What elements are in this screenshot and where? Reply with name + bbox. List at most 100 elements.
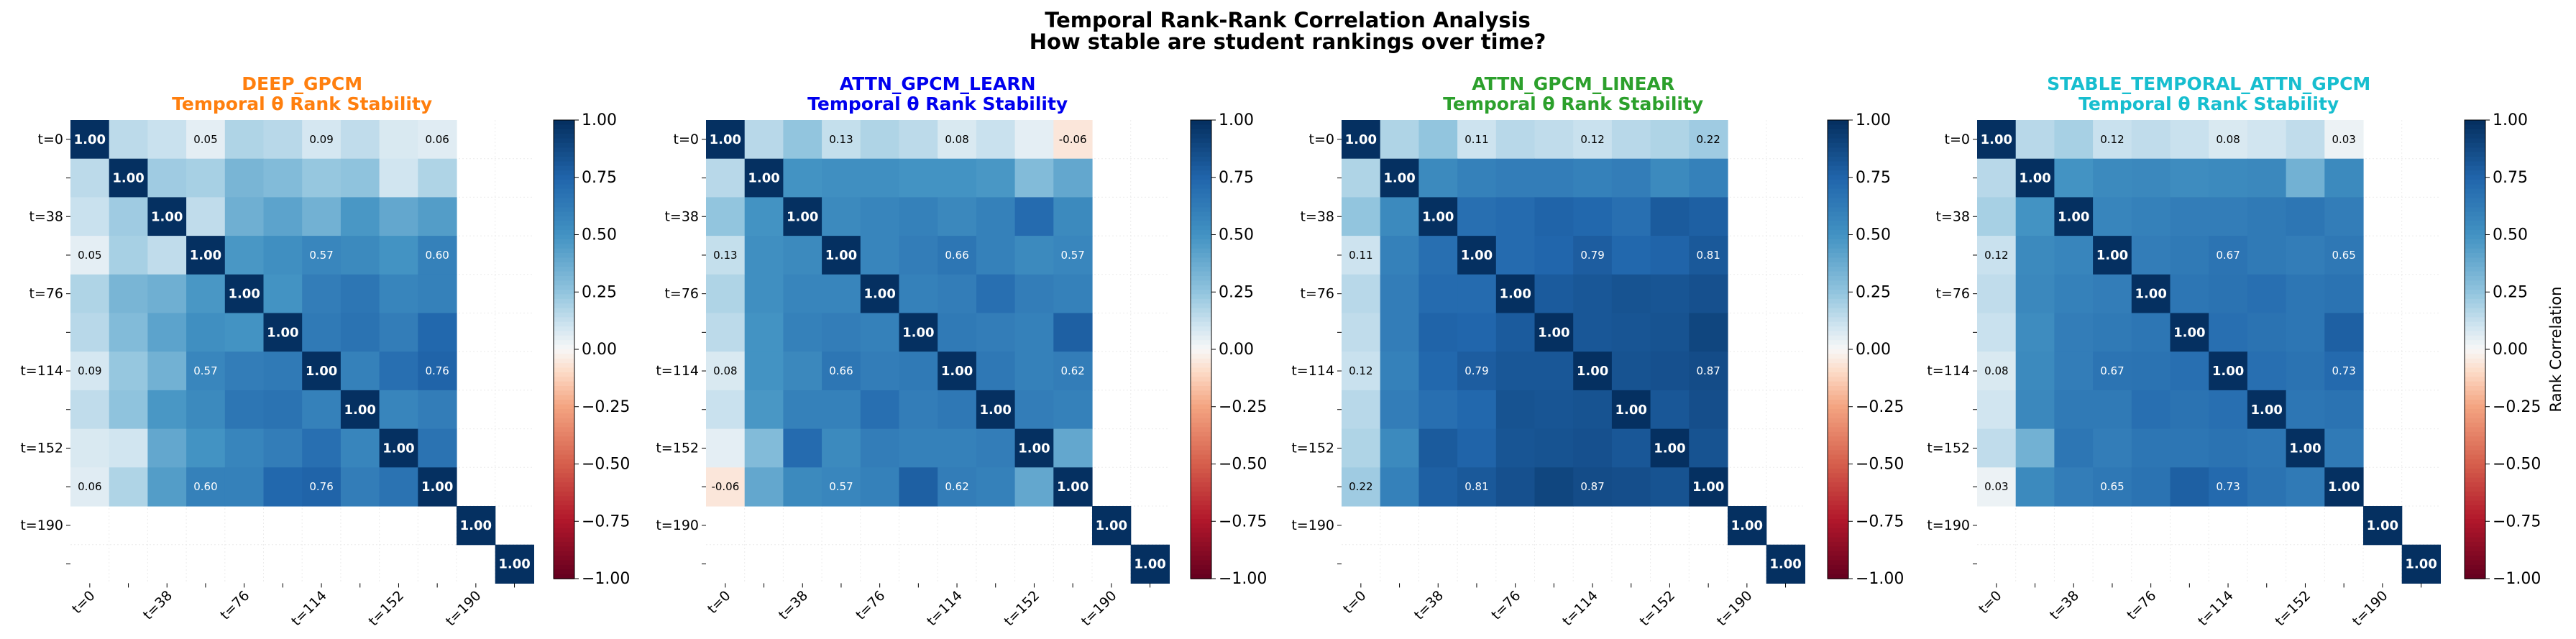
heatmap-cell <box>147 120 187 160</box>
heatmap-cell <box>147 351 187 391</box>
heatmap-cell <box>1342 313 1381 352</box>
heatmap-cell <box>706 158 746 198</box>
heatmap-cell <box>2324 390 2364 430</box>
heatmap-cell <box>783 197 822 236</box>
cell-value-label: 0.12 <box>1349 364 1372 377</box>
heatmap-cell <box>938 467 977 507</box>
heatmap-cell <box>2093 274 2132 314</box>
x-tick-label: t=76 <box>853 588 888 623</box>
heatmap-cell <box>340 197 380 236</box>
diagonal-value-label: 1.00 <box>2135 287 2166 302</box>
diagonal-value-label: 1.00 <box>1461 248 1493 263</box>
diagonal-value-label: 1.00 <box>863 287 895 302</box>
heatmap-cell <box>1457 274 1497 314</box>
panel-model-title: DEEP_GPCM <box>242 73 362 94</box>
heatmap-cell <box>147 274 187 314</box>
diagonal-value-label: 1.00 <box>190 248 221 263</box>
heatmap-cell <box>224 274 265 314</box>
heatmap-cell <box>340 351 380 391</box>
heatmap-cell <box>706 236 746 275</box>
heatmap-cell <box>2286 467 2325 507</box>
heatmap-cell <box>186 467 226 507</box>
heatmap-cell <box>2054 274 2094 314</box>
heatmap-cell <box>744 158 784 198</box>
heatmap-cell <box>976 197 1016 236</box>
cell-value-label: 0.73 <box>2332 364 2355 377</box>
cell-value-label: 0.60 <box>193 480 217 493</box>
colorbar-tick-label: −0.50 <box>2493 456 2541 474</box>
heatmap-cell <box>1573 390 1613 430</box>
colorbar-label: Rank Correlation <box>2547 287 2564 413</box>
heatmap-cell <box>379 158 418 198</box>
cell-value-label: 0.57 <box>1060 249 1084 262</box>
heatmap-cell <box>147 467 187 507</box>
heatmap-cell <box>1418 390 1458 430</box>
heatmap-cell <box>147 197 187 236</box>
heatmap-cell <box>302 274 342 314</box>
heatmap-cell <box>2054 120 2094 160</box>
heatmap-cell <box>418 236 457 275</box>
heatmap-cells <box>706 120 1170 584</box>
heatmap-cell <box>1342 428 1381 468</box>
cell-value-label: 0.05 <box>193 133 217 146</box>
heatmap-cell <box>744 197 784 236</box>
x-tick-label: t=114 <box>924 588 966 630</box>
heatmap-cell <box>2131 120 2171 160</box>
heatmap-cell <box>302 236 342 275</box>
colorbar-tick-label: 0.50 <box>1219 226 1254 244</box>
diagonal-value-label: 1.00 <box>2328 479 2360 495</box>
heatmap-cell <box>783 158 822 198</box>
heatmap-cell <box>263 428 303 468</box>
heatmap-cell <box>2015 120 2055 160</box>
cell-value-label: 0.60 <box>425 249 449 262</box>
heatmap-cell <box>1014 197 1054 236</box>
colorbar-tick-label: 0.75 <box>1856 169 1891 187</box>
heatmap-cell <box>1534 236 1574 275</box>
heatmap-cell <box>418 158 457 198</box>
heatmap-cell <box>2015 428 2055 468</box>
heatmap-cell <box>379 120 418 160</box>
y-tick-label: t=114 <box>20 363 63 379</box>
cell-value-label: 0.06 <box>78 480 101 493</box>
diagonal-value-label: 1.00 <box>710 132 741 147</box>
cell-value-label: 0.81 <box>1465 480 1488 493</box>
heatmap-cell <box>302 351 342 391</box>
heatmap-cell <box>1534 313 1574 352</box>
diagonal-value-label: 1.00 <box>1615 403 1647 418</box>
x-tick-label: t=76 <box>217 588 252 623</box>
heatmap-cell <box>2286 120 2325 160</box>
heatmap-cell <box>2054 158 2094 198</box>
cell-value-label: 0.57 <box>309 249 333 262</box>
heatmap-cell <box>70 274 110 314</box>
heatmap-cell <box>860 467 900 507</box>
heatmap-cell <box>706 351 746 391</box>
heatmap-cell <box>744 313 784 352</box>
diagonal-value-label: 1.00 <box>825 248 857 263</box>
heatmap-cell <box>1977 390 2017 430</box>
heatmap-cell <box>1650 120 1690 160</box>
diagonal-value-label: 1.00 <box>980 403 1012 418</box>
heatmap-cell <box>976 390 1016 430</box>
diagonal-value-label: 1.00 <box>1769 557 1801 572</box>
heatmap-cell <box>109 158 148 198</box>
heatmap-cell <box>1014 428 1054 468</box>
cell-value-label: 0.57 <box>193 364 217 377</box>
y-tick-label: t=0 <box>1945 132 1970 147</box>
heatmap-cell <box>822 197 861 236</box>
cell-value-label: 0.08 <box>1984 364 2008 377</box>
heatmap-cell <box>1611 467 1651 507</box>
diagonal-value-label: 1.00 <box>2251 403 2283 418</box>
diagonal-value-label: 1.00 <box>421 479 453 495</box>
heatmap-cell <box>1689 390 1728 430</box>
heatmap-cell <box>70 120 110 160</box>
heatmap-cell <box>2170 120 2209 160</box>
heatmap-cell <box>976 467 1016 507</box>
heatmap-cell <box>1053 351 1093 391</box>
heatmap-cell <box>2093 120 2132 160</box>
heatmap-cell <box>2170 313 2209 352</box>
heatmap-cell <box>2093 428 2132 468</box>
heatmap-cell <box>1380 313 1419 352</box>
heatmap-cell <box>1534 274 1574 314</box>
panel-model-title: ATTN_GPCM_LINEAR <box>1472 73 1674 94</box>
